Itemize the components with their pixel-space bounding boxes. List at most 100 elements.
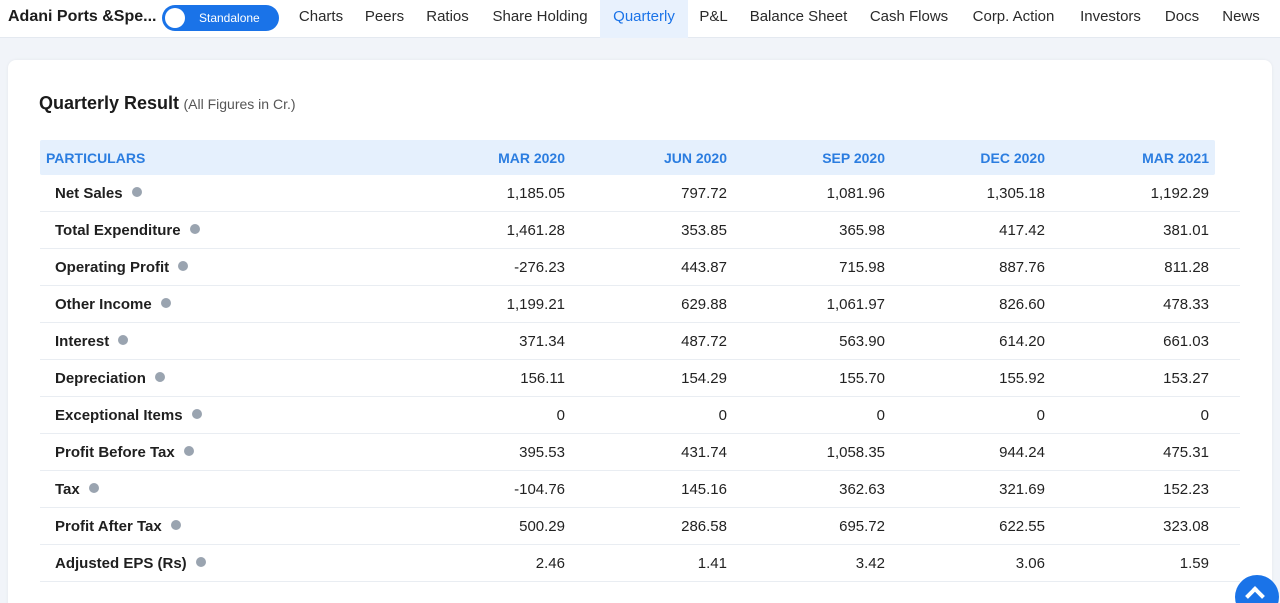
table-cell: 478.33: [1163, 296, 1209, 313]
tab-docs[interactable]: Docs: [1164, 8, 1200, 25]
table-row-total-expenditure: Total Expenditure 1,461.28 353.85 365.98…: [40, 212, 1240, 249]
row-label: Depreciation: [55, 370, 165, 387]
table-cell: 1,058.35: [826, 444, 885, 461]
table-cell: 1,185.05: [506, 185, 565, 202]
row-label: Operating Profit: [55, 259, 189, 276]
column-header-sep-2020[interactable]: SEP 2020: [822, 150, 885, 166]
table-cell: 661.03: [1163, 333, 1209, 350]
info-icon[interactable]: [154, 372, 165, 382]
info-icon[interactable]: [183, 446, 194, 456]
table-cell: 695.72: [839, 518, 885, 535]
table-cell: 381.01: [1163, 222, 1209, 239]
table-cell: 629.88: [681, 296, 727, 313]
table-cell: 1.41: [697, 555, 727, 572]
table-cell: 154.29: [681, 370, 727, 387]
top-nav-bar: Adani Ports &Spe... Standalone Charts Pe…: [0, 0, 1280, 38]
tab-pl[interactable]: P&L: [699, 8, 728, 25]
table-cell: 0: [1036, 407, 1045, 424]
table-cell: 614.20: [999, 333, 1045, 350]
info-icon[interactable]: [88, 483, 99, 493]
table-cell: 475.31: [1163, 444, 1209, 461]
section-title-main: Quarterly Result: [39, 93, 180, 113]
section-title: Quarterly Result (All Figures in Cr.): [39, 93, 296, 114]
info-icon[interactable]: [160, 298, 171, 308]
table-cell: 395.53: [519, 444, 565, 461]
table-cell: 826.60: [999, 296, 1045, 313]
row-label: Exceptional Items: [55, 407, 202, 424]
table-cell: 3.06: [1015, 555, 1045, 572]
row-label: Profit Before Tax: [55, 444, 194, 461]
table-cell: 371.34: [519, 333, 565, 350]
info-icon[interactable]: [191, 409, 202, 419]
column-header-mar-2020[interactable]: MAR 2020: [498, 150, 565, 166]
column-header-mar-2021[interactable]: MAR 2021: [1142, 150, 1209, 166]
tab-quarterly[interactable]: Quarterly: [600, 0, 688, 38]
row-label-text: Profit Before Tax: [55, 444, 175, 461]
table-row-exceptional-items: Exceptional Items 0 0 0 0 0: [40, 397, 1240, 434]
row-label: Adjusted EPS (Rs): [55, 555, 206, 572]
table-cell: 155.70: [839, 370, 885, 387]
column-header-particulars[interactable]: PARTICULARS: [46, 150, 146, 166]
table-cell: 362.63: [839, 481, 885, 498]
table-cell: 811.28: [1164, 259, 1209, 276]
table-cell: 321.69: [999, 481, 1045, 498]
table-cell: 156.11: [520, 370, 565, 387]
info-icon[interactable]: [170, 520, 181, 530]
info-icon[interactable]: [189, 224, 200, 234]
section-title-subtitle: (All Figures in Cr.): [183, 96, 296, 112]
table-cell: 944.24: [999, 444, 1045, 461]
table-cell: 431.74: [681, 444, 727, 461]
tab-news[interactable]: News: [1222, 8, 1260, 25]
table-cell: 365.98: [839, 222, 885, 239]
row-label: Net Sales: [55, 185, 142, 202]
row-label: Total Expenditure: [55, 222, 200, 239]
info-icon[interactable]: [118, 335, 129, 345]
table-cell: 0: [718, 407, 727, 424]
scroll-to-top-button[interactable]: [1235, 575, 1279, 603]
column-header-dec-2020[interactable]: DEC 2020: [980, 150, 1045, 166]
table-cell: 715.98: [839, 259, 885, 276]
tab-charts[interactable]: Charts: [298, 8, 344, 25]
row-label: Other Income: [55, 296, 171, 313]
chevron-up-icon: [1245, 586, 1265, 603]
tab-peers[interactable]: Peers: [364, 8, 405, 25]
row-label: Profit After Tax: [55, 518, 181, 535]
row-label-text: Depreciation: [55, 370, 146, 387]
table-cell: 487.72: [681, 333, 727, 350]
row-label-text: Exceptional Items: [55, 407, 183, 424]
info-icon[interactable]: [178, 261, 189, 271]
table-cell: 417.42: [999, 222, 1045, 239]
row-label: Tax: [55, 481, 99, 498]
row-label-text: Other Income: [55, 296, 152, 313]
tab-cash-flows[interactable]: Cash Flows: [869, 8, 949, 25]
table-cell: 286.58: [681, 518, 727, 535]
table-cell: -104.76: [514, 481, 565, 498]
table-cell: 153.27: [1163, 370, 1209, 387]
table-cell: 563.90: [839, 333, 885, 350]
tab-ratios[interactable]: Ratios: [426, 8, 469, 25]
table-cell: 0: [1200, 407, 1209, 424]
tab-share-holding[interactable]: Share Holding: [492, 8, 588, 25]
table-row-profit-after-tax: Profit After Tax 500.29 286.58 695.72 62…: [40, 508, 1240, 545]
table-cell: 353.85: [681, 222, 727, 239]
row-label-text: Adjusted EPS (Rs): [55, 555, 187, 572]
column-header-jun-2020[interactable]: JUN 2020: [663, 150, 727, 166]
tab-corp-action[interactable]: Corp. Action: [972, 8, 1055, 25]
table-cell: 797.72: [681, 185, 727, 202]
info-icon[interactable]: [131, 187, 142, 197]
table-row-operating-profit: Operating Profit -276.23 443.87 715.98 8…: [40, 249, 1240, 286]
table-cell: 0: [876, 407, 885, 424]
table-cell: 1,192.29: [1150, 185, 1209, 202]
table-row-profit-before-tax: Profit Before Tax 395.53 431.74 1,058.35…: [40, 434, 1240, 471]
table-cell: 323.08: [1163, 518, 1209, 535]
company-name[interactable]: Adani Ports &Spe...: [8, 8, 157, 25]
tab-balance-sheet[interactable]: Balance Sheet: [749, 8, 848, 25]
table-row-interest: Interest 371.34 487.72 563.90 614.20 661…: [40, 323, 1240, 360]
table-cell: 1.59: [1179, 555, 1209, 572]
table-row-net-sales: Net Sales 1,185.05 797.72 1,081.96 1,305…: [40, 175, 1240, 212]
tab-investors[interactable]: Investors: [1080, 8, 1141, 25]
info-icon[interactable]: [195, 557, 206, 567]
row-label-text: Profit After Tax: [55, 518, 162, 535]
standalone-toggle[interactable]: Standalone: [162, 5, 279, 31]
table-cell: -276.23: [514, 259, 565, 276]
